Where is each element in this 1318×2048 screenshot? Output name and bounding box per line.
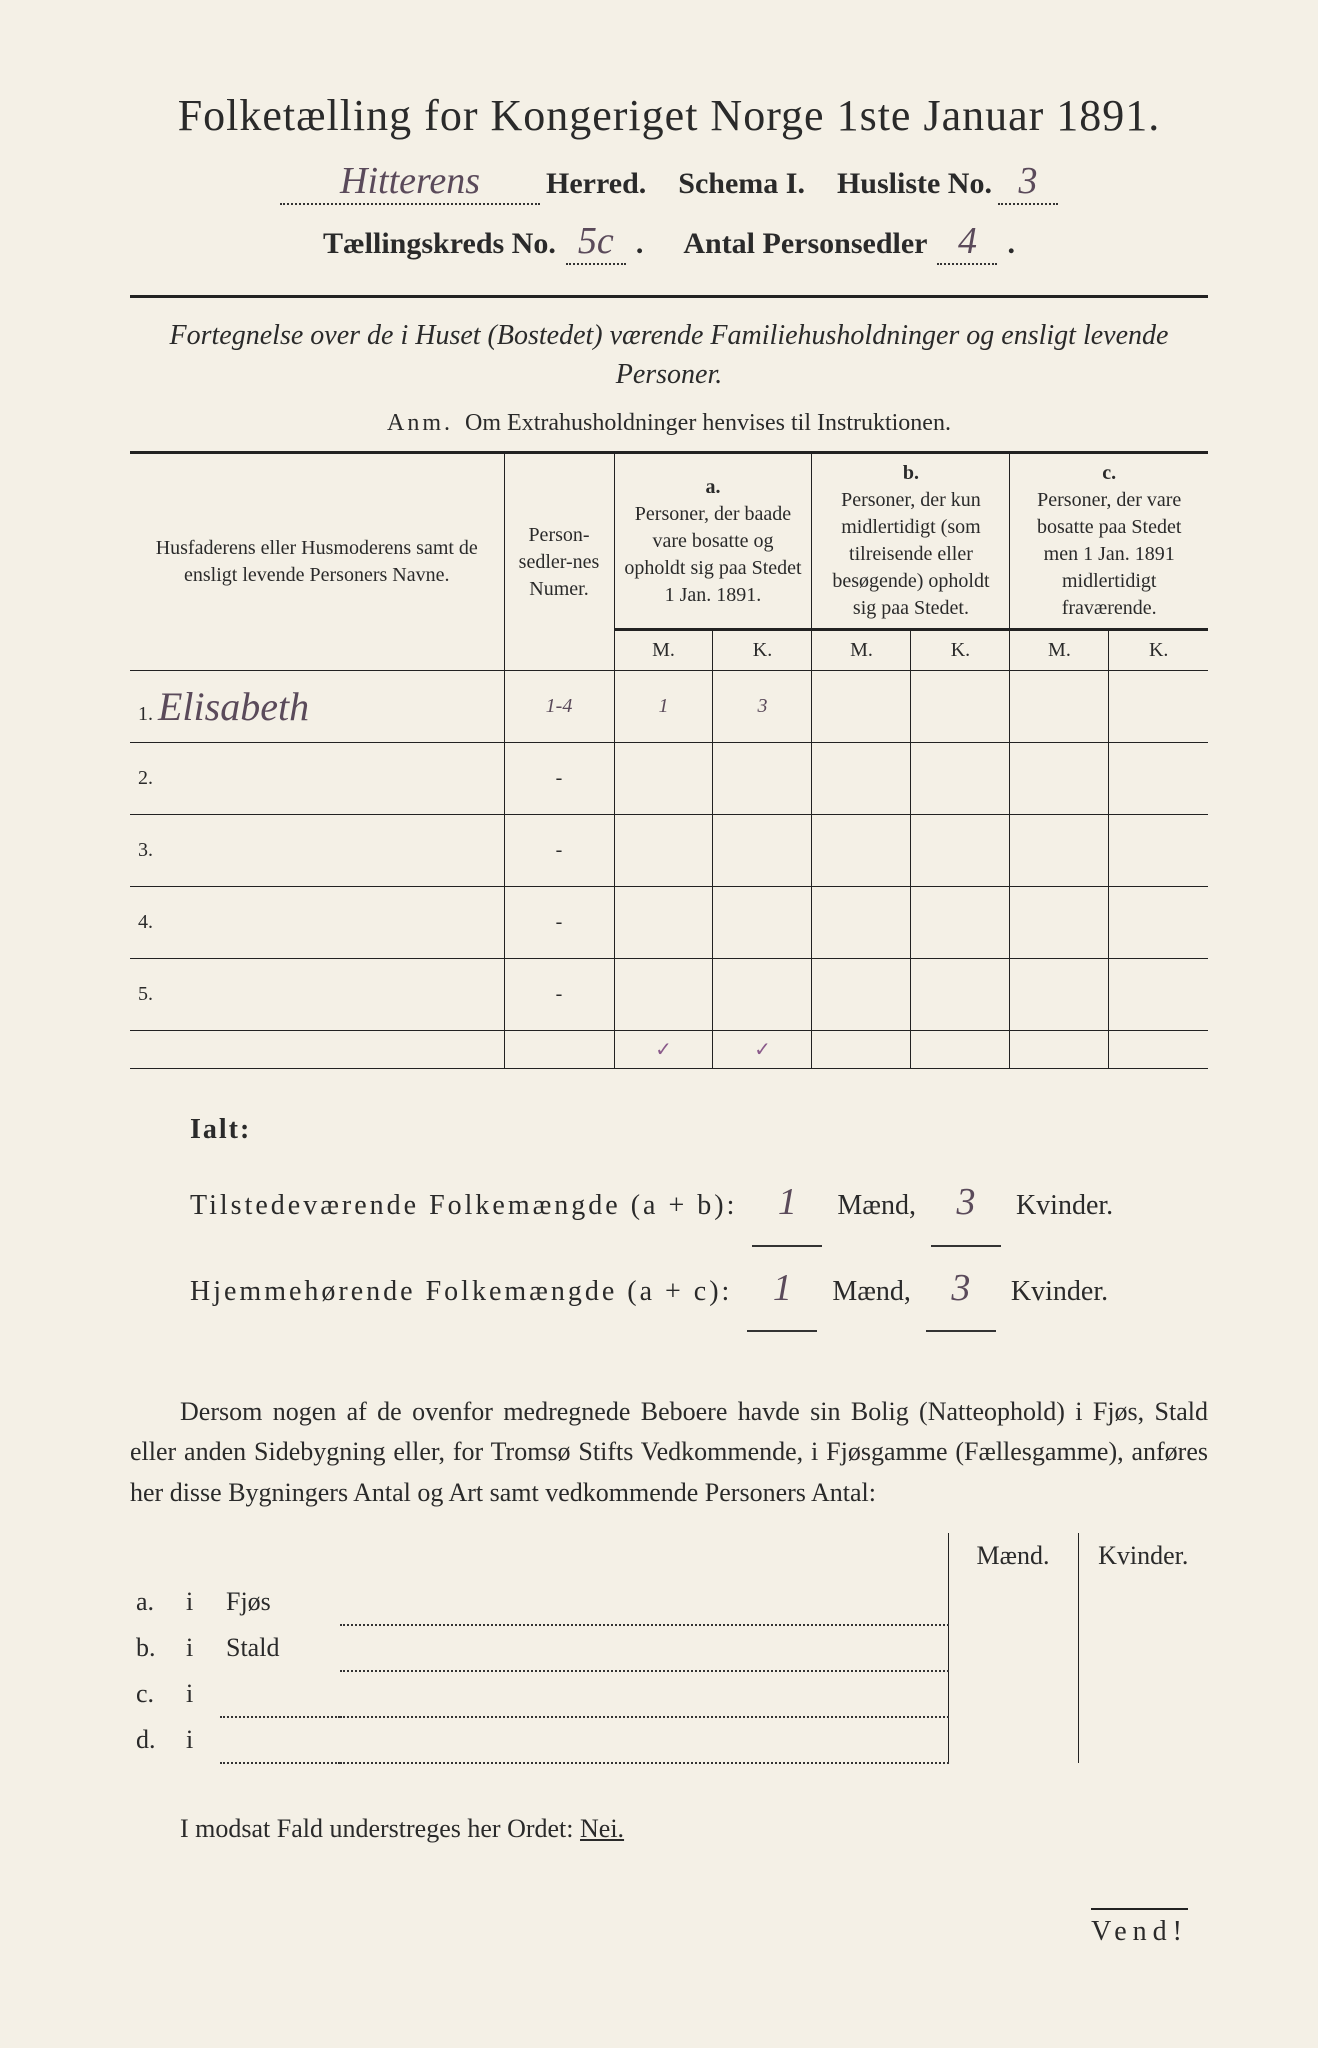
anm-note: Anm. Om Extrahusholdninger henvises til …	[130, 410, 1208, 437]
table-body: 1. Elisabeth 1-4 1 3 2. - 3. - 4.	[130, 671, 1208, 1069]
table-row: 1. Elisabeth 1-4 1 3	[130, 671, 1208, 743]
schema-label: Schema I.	[678, 167, 805, 201]
side-row: b. i Stald	[130, 1625, 1208, 1671]
kreds-label: Tællingskreds No.	[323, 227, 556, 261]
col-numer-header: Person-sedler-nes Numer.	[504, 453, 614, 671]
side-row: c. i	[130, 1671, 1208, 1717]
table-row: 5. -	[130, 959, 1208, 1031]
table-row: 3. -	[130, 815, 1208, 887]
col-name-header: Husfaderens eller Husmoderens samt de en…	[130, 453, 504, 671]
totals-block: Ialt: Tilstedeværende Folkemængde (a + b…	[130, 1099, 1208, 1332]
sidebygning-para: Dersom nogen af de ovenfor medregnede Be…	[130, 1392, 1208, 1513]
census-form-page: Folketælling for Kongeriget Norge 1ste J…	[0, 0, 1318, 2048]
subtitle: Fortegnelse over de i Huset (Bostedet) v…	[130, 316, 1208, 394]
herred-value: Hitterens	[280, 159, 540, 205]
table-row: 2. -	[130, 743, 1208, 815]
kreds-value: 5c	[566, 219, 626, 265]
antal-label: Antal Personsedler	[683, 227, 927, 261]
nei-line: I modsat Fald understreges her Ordet: Ne…	[130, 1814, 1208, 1844]
husliste-value: 3	[998, 159, 1058, 205]
col-b-header: b. Personer, der kun midlertidigt (som t…	[812, 453, 1010, 630]
vend-label: Vend!	[1091, 1908, 1188, 1948]
col-b-m: M.	[812, 630, 911, 671]
col-c-header: c. Personer, der vare bosatte paa Stedet…	[1010, 453, 1208, 630]
ialt-label: Ialt:	[190, 1099, 1208, 1161]
col-c-k: K.	[1109, 630, 1208, 671]
col-a-m: M.	[614, 630, 713, 671]
col-a-k: K.	[713, 630, 812, 671]
col-b-k: K.	[911, 630, 1010, 671]
side-kvinder-header: Kvinder.	[1078, 1533, 1208, 1579]
page-title: Folketælling for Kongeriget Norge 1ste J…	[130, 90, 1208, 141]
divider	[130, 295, 1208, 298]
col-a-header: a. Personer, der baade vare bosatte og o…	[614, 453, 812, 630]
side-row: d. i	[130, 1717, 1208, 1763]
totals-line-2: Hjemmehørende Folkemængde (a + c): 1 Mæn…	[190, 1247, 1208, 1333]
header-line-2: Tællingskreds No. 5c . Antal Personsedle…	[130, 219, 1208, 265]
side-maend-header: Mænd.	[948, 1533, 1078, 1579]
header-line-1: Hitterens Herred. Schema I. Husliste No.…	[130, 159, 1208, 205]
anm-text: Om Extrahusholdninger henvises til Instr…	[465, 410, 951, 436]
totals-line-1: Tilstedeværende Folkemængde (a + b): 1 M…	[190, 1161, 1208, 1247]
check-row: ✓ ✓	[130, 1031, 1208, 1069]
antal-value: 4	[937, 219, 997, 265]
anm-prefix: Anm.	[387, 410, 453, 436]
col-c-m: M.	[1010, 630, 1109, 671]
sidebygning-table: Mænd. Kvinder. a. i Fjøs b. i Stald c. i	[130, 1533, 1208, 1764]
herred-label: Herred.	[546, 167, 646, 201]
main-table: Husfaderens eller Husmoderens samt de en…	[130, 451, 1208, 1069]
table-row: 4. -	[130, 887, 1208, 959]
side-row: a. i Fjøs	[130, 1579, 1208, 1625]
husliste-label: Husliste No.	[837, 167, 992, 201]
